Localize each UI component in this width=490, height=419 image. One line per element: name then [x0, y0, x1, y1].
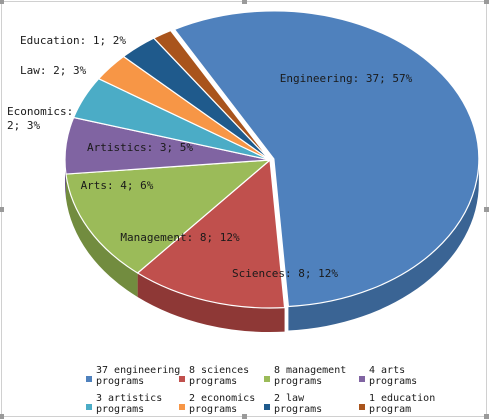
- legend-entry: programs: [189, 376, 237, 387]
- pie-slice[interactable]: [136, 159, 286, 309]
- legend-entry: 8 sciences: [189, 365, 249, 376]
- slice-label: Economics:: [7, 105, 73, 118]
- slice-label: Sciences: 8; 12%: [232, 267, 338, 280]
- legend-entry: 3 artistics: [96, 393, 162, 404]
- legend-entry: 37 engineering: [96, 365, 180, 376]
- resize-handle-left[interactable]: [0, 207, 4, 212]
- slice-label: Law: 2; 3%: [20, 64, 87, 77]
- resize-handle-top-left[interactable]: [0, 0, 4, 4]
- pie-slice-side: [65, 174, 138, 297]
- legend-entry: programs: [189, 404, 237, 415]
- legend-entry: programs: [274, 376, 322, 387]
- legend-entry: 8 management: [274, 365, 346, 376]
- resize-handle-right[interactable]: [484, 207, 489, 212]
- legend-entry: programs: [96, 376, 144, 387]
- legend-entry: programs: [96, 404, 144, 415]
- resize-handle-top[interactable]: [242, 0, 247, 4]
- slice-label: Arts: 4; 6%: [81, 179, 154, 192]
- slice-label: Engineering: 37; 57%: [280, 72, 413, 85]
- resize-handle-bottom-left[interactable]: [0, 414, 4, 419]
- slice-label: Artistics: 3; 5%: [87, 141, 193, 154]
- slice-label: Management: 8; 12%: [120, 231, 240, 244]
- legend-swatch: [359, 376, 365, 382]
- legend-swatch: [179, 404, 185, 410]
- resize-handle-top-right[interactable]: [484, 0, 489, 4]
- resize-handle-bottom[interactable]: [242, 414, 247, 419]
- pie-slice[interactable]: [153, 29, 271, 161]
- legend-entry: 2 economics: [189, 393, 255, 404]
- slice-label: Education: 1; 2%: [20, 34, 126, 47]
- legend-swatch: [86, 404, 92, 410]
- legend-entry: program: [369, 404, 411, 415]
- pie-slice[interactable]: [65, 159, 271, 274]
- pie-slice[interactable]: [173, 10, 480, 308]
- legend-swatch: [179, 376, 185, 382]
- legend-swatch: [86, 376, 92, 382]
- legend-entry: 4 arts: [369, 365, 405, 376]
- legend-swatch: [264, 376, 270, 382]
- legend-entry: programs: [369, 376, 417, 387]
- slice-label: 2; 3%: [7, 119, 40, 132]
- legend-entry: programs: [274, 404, 322, 415]
- pie-slice-side: [137, 272, 285, 332]
- resize-handle-bottom-right[interactable]: [484, 414, 489, 419]
- legend-entry: 1 education: [369, 393, 435, 404]
- legend-swatch: [359, 404, 365, 410]
- legend-swatch: [264, 404, 270, 410]
- pie-slice-side: [288, 158, 479, 331]
- legend-entry: 2 law: [274, 393, 305, 404]
